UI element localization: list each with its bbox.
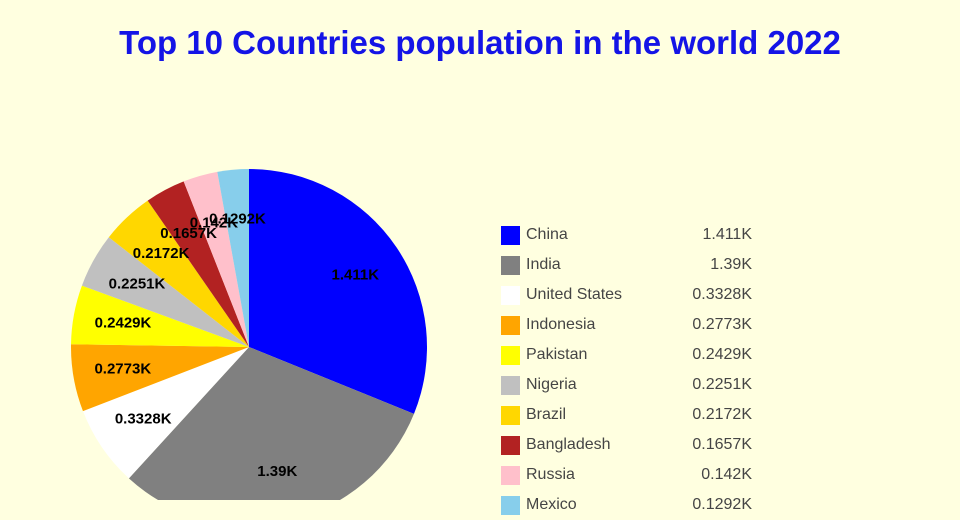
legend-swatch-nigeria <box>501 375 520 395</box>
legend-item-india[interactable]: India 1.39K <box>501 250 752 280</box>
legend-swatch-bangladesh <box>501 435 520 455</box>
legend-item-nigeria[interactable]: Nigeria 0.2251K <box>501 370 752 400</box>
legend-item-china[interactable]: China 1.411K <box>501 220 752 250</box>
pie-slice-united-states[interactable] <box>82 347 249 479</box>
legend-value: 0.1657K <box>692 436 752 453</box>
legend-item-brazil[interactable]: Brazil 0.2172K <box>501 400 752 430</box>
legend-item-united-states[interactable]: United States 0.3328K <box>501 280 752 310</box>
legend-label: Mexico <box>526 496 577 513</box>
slice-label-india: 1.39K <box>257 463 297 480</box>
pie-slice-indonesia[interactable] <box>70 344 249 412</box>
legend-value: 1.411K <box>702 226 752 243</box>
slice-label-pakistan: 0.2429K <box>95 315 152 332</box>
legend-label: Nigeria <box>526 376 577 393</box>
legend-value: 0.2251K <box>692 376 752 393</box>
slice-label-united-states: 0.3328K <box>115 410 172 427</box>
legend-swatch-india <box>501 255 520 275</box>
legend-item-mexico[interactable]: Mexico 0.1292K <box>501 490 752 520</box>
legend-item-russia[interactable]: Russia 0.142K <box>501 460 752 490</box>
legend-label: Russia <box>526 466 575 483</box>
legend-value: 0.142K <box>701 466 752 483</box>
legend-swatch-china <box>501 225 520 245</box>
legend-value: 0.2429K <box>692 346 752 363</box>
legend-value: 0.1292K <box>692 496 752 513</box>
legend-label: Indonesia <box>526 316 596 333</box>
legend-swatch-pakistan <box>501 345 520 365</box>
pie-slice-russia[interactable] <box>183 171 249 347</box>
pie-slice-pakistan[interactable] <box>71 285 250 347</box>
chart-title: Top 10 Countries population in the world… <box>119 24 841 61</box>
pie-slice-china[interactable] <box>249 169 428 414</box>
slice-label-indonesia: 0.2773K <box>94 360 151 377</box>
pie-slice-bangladesh[interactable] <box>147 181 249 347</box>
legend-item-pakistan[interactable]: Pakistan 0.2429K <box>501 340 752 370</box>
legend-swatch-united-states <box>501 285 520 305</box>
pie-chart: 1.411K 1.39K 0.3328K 0.2773K 0.2429K 0.2251K 0… <box>70 169 428 500</box>
legend: China 1.411K India 1.39K United States 0… <box>501 220 752 520</box>
legend-value: 0.2172K <box>692 406 752 423</box>
legend-swatch-indonesia <box>501 315 520 335</box>
legend-swatch-mexico <box>501 495 520 515</box>
legend-item-bangladesh[interactable]: Bangladesh 0.1657K <box>501 430 752 460</box>
legend-label: China <box>526 226 568 243</box>
slice-label-russia: 0.142K <box>190 215 239 232</box>
pie-slice-mexico[interactable] <box>217 169 249 347</box>
slice-label-mexico: 0.1292K <box>209 210 266 227</box>
legend-value: 0.3328K <box>692 286 752 303</box>
legend-label: Brazil <box>526 406 567 423</box>
slice-label-bangladesh: 0.1657K <box>160 225 217 242</box>
legend-label: United States <box>526 286 623 303</box>
pie-slice-nigeria[interactable] <box>81 237 250 347</box>
legend-label: Bangladesh <box>526 436 611 453</box>
slice-label-nigeria: 0.2251K <box>109 276 166 293</box>
pie-slice-india[interactable] <box>128 347 414 500</box>
slice-label-china: 1.411K <box>332 266 380 283</box>
pie-slice-brazil[interactable] <box>108 200 249 347</box>
legend-value: 0.2773K <box>692 316 752 333</box>
legend-item-indonesia[interactable]: Indonesia 0.2773K <box>501 310 752 340</box>
legend-value: 1.39K <box>710 256 752 273</box>
legend-swatch-brazil <box>501 405 520 425</box>
legend-label: Pakistan <box>526 346 588 363</box>
legend-label: India <box>526 256 561 273</box>
legend-swatch-russia <box>501 465 520 485</box>
slice-label-brazil: 0.2172K <box>133 245 190 262</box>
